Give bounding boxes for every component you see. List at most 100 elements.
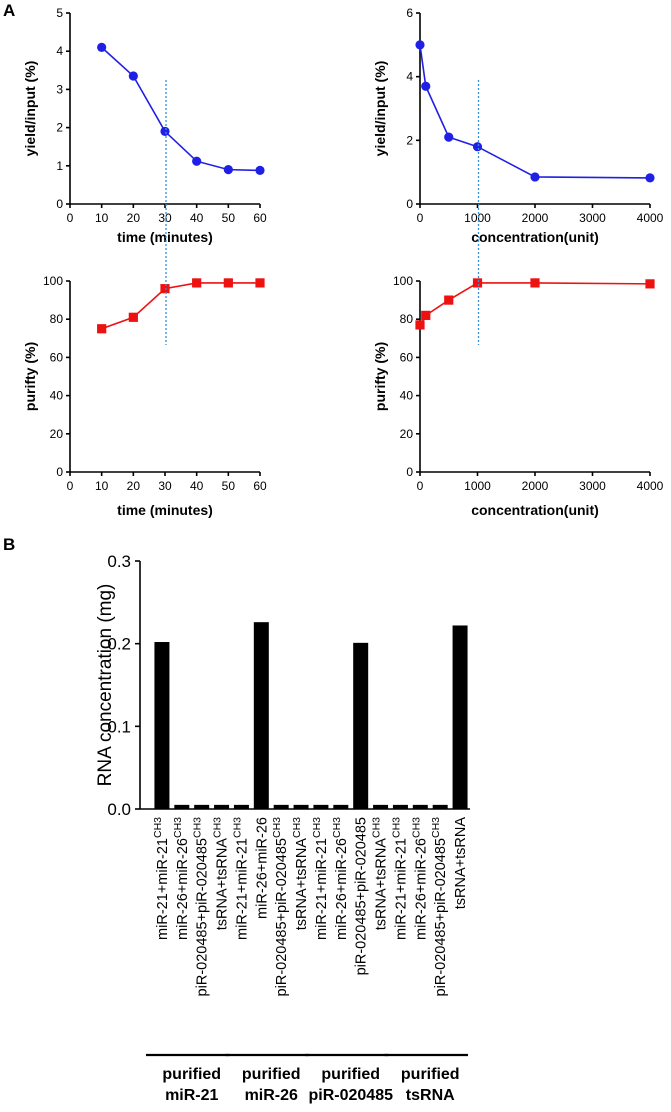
y-tick-label: 3 xyxy=(56,82,63,96)
bar xyxy=(452,625,468,809)
data-point xyxy=(645,173,655,183)
x-tick-label: 3000 xyxy=(579,479,606,493)
category-label: tsRNA+tsRNACH3 xyxy=(371,817,390,930)
bar xyxy=(293,804,309,809)
x-tick-label: 0 xyxy=(67,211,74,225)
y-tick-label: 60 xyxy=(400,350,414,364)
y-tick-label: 2 xyxy=(406,133,413,147)
data-point xyxy=(421,310,431,320)
data-point xyxy=(444,132,454,142)
bar xyxy=(233,804,249,809)
x-tick-label: 4000 xyxy=(637,479,664,493)
bar xyxy=(154,642,170,809)
y-tick-label: 0.3 xyxy=(107,552,131,571)
series-line xyxy=(101,282,260,330)
y-axis-label: RNA concentration (mg) xyxy=(95,584,116,787)
bar xyxy=(373,804,389,809)
category-label: tsRNA+tsRNACH3 xyxy=(212,817,231,930)
bar xyxy=(273,804,289,809)
bar xyxy=(412,804,428,809)
y-tick-label: 6 xyxy=(406,6,413,20)
data-point xyxy=(444,295,454,305)
bar xyxy=(253,622,269,809)
category-label: miR-21+miR-21CH3 xyxy=(311,817,330,940)
x-tick-label: 20 xyxy=(127,211,141,225)
category-label: miR-26+miR-26 xyxy=(254,817,270,919)
category-label: miR-26+miR-26CH3 xyxy=(172,817,191,940)
y-tick-label: 80 xyxy=(400,312,414,326)
category-label: piR-020485+piR-020485CH3 xyxy=(271,817,290,997)
group-label: miR-26 xyxy=(245,1087,298,1104)
y-axis-label: purifty (%) xyxy=(22,342,38,411)
bar xyxy=(333,804,349,809)
group-label: purified xyxy=(401,1066,460,1083)
x-tick-label: 10 xyxy=(95,211,109,225)
data-point xyxy=(223,278,233,288)
y-axis-label: yield/input (%) xyxy=(22,61,38,157)
data-point xyxy=(128,71,138,81)
x-axis-label: time (minutes) xyxy=(117,229,213,245)
x-tick-label: 10 xyxy=(95,479,109,493)
data-point xyxy=(97,324,107,334)
category-label: miR-26+miR-26CH3 xyxy=(410,817,429,940)
y-tick-label: 4 xyxy=(56,44,63,58)
category-label: tsRNA+tsRNA xyxy=(453,817,469,910)
x-tick-label: 50 xyxy=(222,211,236,225)
y-tick-label: 0.0 xyxy=(107,800,131,819)
x-tick-label: 4000 xyxy=(637,211,664,225)
x-tick-label: 0 xyxy=(67,479,74,493)
data-point xyxy=(223,165,233,175)
y-axis-label: purifty (%) xyxy=(372,342,388,411)
y-tick-label: 0 xyxy=(56,465,63,479)
data-point xyxy=(530,278,540,288)
series-line xyxy=(419,44,651,179)
group-label: purified xyxy=(321,1066,380,1083)
y-tick-label: 100 xyxy=(393,274,413,288)
y-axis-label: yield/input (%) xyxy=(372,61,388,157)
bar xyxy=(432,804,448,809)
data-point xyxy=(472,142,483,152)
x-tick-label: 1000 xyxy=(464,479,491,493)
x-tick-label: 60 xyxy=(253,479,267,493)
chart-purity-time: 0 20 40 60 80 100 0 10 20 30 40 50 60 time (minutes) p… xyxy=(22,274,267,518)
data-point xyxy=(255,278,265,288)
y-tick-label: 100 xyxy=(43,274,63,288)
category-label: tsRNA+tsRNACH3 xyxy=(291,817,310,930)
data-point xyxy=(97,42,107,52)
y-tick-label: 0 xyxy=(406,465,413,479)
y-tick-label: 20 xyxy=(50,427,64,441)
y-tick-label: 0.1 xyxy=(107,717,131,736)
category-label: miR-21+miR-21CH3 xyxy=(390,817,409,940)
y-tick-label: 60 xyxy=(50,350,64,364)
data-point xyxy=(421,81,431,91)
x-tick-label: 0 xyxy=(417,479,424,493)
x-tick-label: 50 xyxy=(222,479,236,493)
data-point xyxy=(128,312,138,322)
x-tick-label: 2000 xyxy=(522,479,549,493)
group-label: tsRNA xyxy=(406,1087,455,1104)
y-tick-label: 0 xyxy=(406,197,413,211)
category-label: miR-21+miR-21CH3 xyxy=(152,817,171,940)
chart-rna-concentration: 0.0 0.1 0.2 0.3 RNA concentration (mg) miR-21… xyxy=(95,552,470,1104)
x-tick-label: 20 xyxy=(127,479,141,493)
y-tick-label: 40 xyxy=(50,389,64,403)
bar xyxy=(174,804,190,809)
x-tick-label: 3000 xyxy=(579,211,606,225)
group-label: purified xyxy=(162,1066,221,1083)
series-line xyxy=(101,46,261,172)
x-axis-label: concentration(unit) xyxy=(471,502,599,518)
category-label: miR-21+miR-21CH3 xyxy=(231,817,250,940)
group-label: purified xyxy=(242,1066,301,1083)
data-point xyxy=(530,172,540,182)
data-point xyxy=(160,284,170,294)
x-tick-label: 1000 xyxy=(464,211,491,225)
x-tick-label: 40 xyxy=(190,479,204,493)
x-tick-label: 40 xyxy=(190,211,204,225)
category-label: piR-020485+piR-020485CH3 xyxy=(430,817,449,997)
x-tick-label: 30 xyxy=(158,211,172,225)
y-tick-label: 80 xyxy=(50,312,64,326)
x-axis-label: time (minutes) xyxy=(117,502,213,518)
